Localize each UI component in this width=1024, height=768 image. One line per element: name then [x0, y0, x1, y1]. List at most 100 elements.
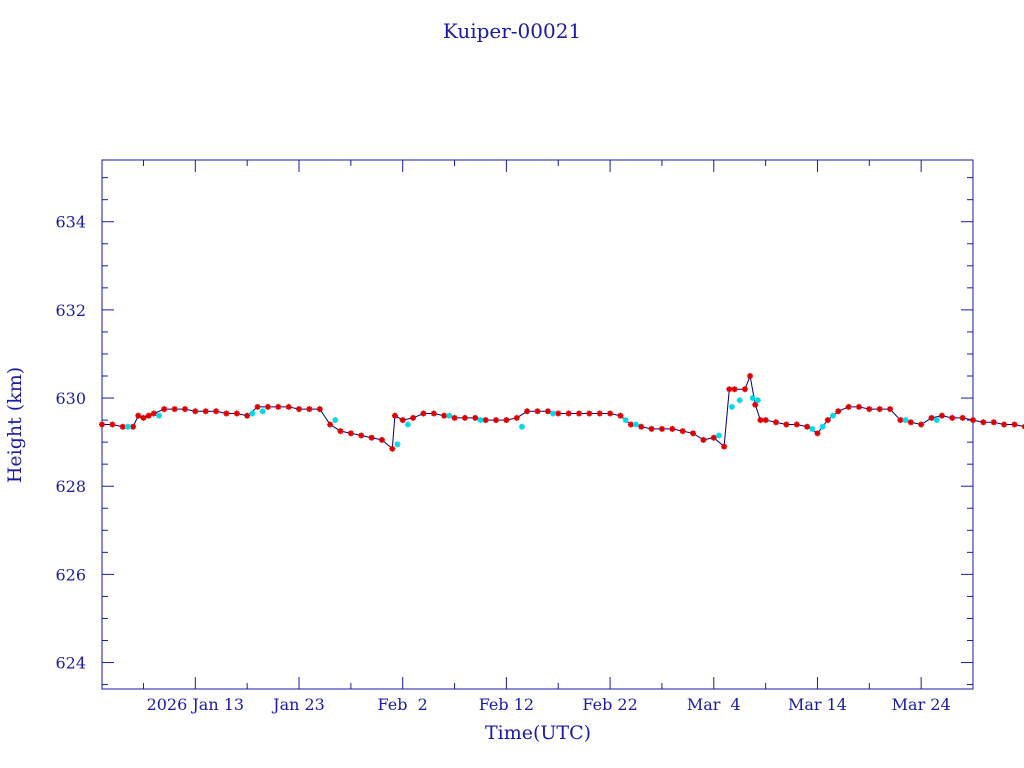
- series-a-point: [399, 417, 406, 424]
- series-a-point: [855, 403, 862, 410]
- series-a-point: [752, 401, 759, 408]
- series-a-point: [233, 410, 240, 417]
- x-axis-label: Time(UTC): [485, 722, 591, 744]
- series-a-point: [596, 410, 603, 417]
- series-a-point: [441, 412, 448, 419]
- series-b-point: [446, 412, 453, 419]
- series-a-point: [814, 430, 821, 437]
- series-a-point: [1001, 421, 1008, 428]
- series-a-points: [99, 373, 1024, 452]
- series-b-point: [156, 412, 163, 419]
- series-b-point: [809, 425, 816, 432]
- series-a-point: [327, 421, 334, 428]
- series-a-point: [389, 445, 396, 452]
- series-a-point: [721, 443, 728, 450]
- series-a-point: [757, 417, 764, 424]
- series-b-point: [332, 417, 339, 424]
- x-tick-label: Feb 12: [479, 695, 534, 714]
- series-a-point: [1011, 421, 1018, 428]
- series-a-point: [391, 412, 398, 419]
- series-a-point: [586, 410, 593, 417]
- series-a-point: [918, 421, 925, 428]
- series-a-point: [700, 436, 707, 443]
- series-a-point: [430, 410, 437, 417]
- series-a-point: [223, 410, 230, 417]
- series-a-point: [824, 417, 831, 424]
- series-a-point: [472, 414, 479, 421]
- series-a-point: [254, 403, 261, 410]
- series-a-point: [544, 408, 551, 415]
- series-a-point: [772, 419, 779, 426]
- series-a-point: [866, 406, 873, 413]
- series-b-point: [902, 417, 909, 424]
- series-a-point: [264, 403, 271, 410]
- series-a-point: [482, 417, 489, 424]
- series-a-point: [420, 410, 427, 417]
- series-a-point: [970, 417, 976, 424]
- series-a-point: [244, 412, 251, 419]
- series-a-point: [555, 410, 562, 417]
- series-b-point: [830, 412, 837, 419]
- series-b-point: [477, 417, 484, 424]
- series-b-point: [622, 417, 629, 424]
- series-a-point: [638, 423, 645, 430]
- series-a-point: [658, 425, 665, 432]
- series-a-point: [135, 412, 142, 419]
- series-a-point: [493, 417, 500, 424]
- series-a-point: [275, 403, 282, 410]
- series-a-point: [607, 410, 614, 417]
- series-a-point: [928, 414, 935, 421]
- series-a-point: [347, 430, 354, 437]
- series-a-point: [337, 428, 344, 435]
- x-tick-label: 2026 Jan 13: [147, 695, 245, 714]
- series-a-point: [181, 406, 188, 413]
- series-b-point: [749, 395, 756, 402]
- series-a-point: [762, 417, 769, 424]
- series-a-point: [513, 414, 520, 421]
- series-a-point: [358, 432, 365, 439]
- series-b-point: [394, 441, 401, 448]
- series-a-point: [99, 421, 105, 428]
- series-a-point: [503, 417, 510, 424]
- series-a-point: [202, 408, 209, 415]
- series-b-point: [819, 423, 826, 430]
- series-a-point: [627, 421, 634, 428]
- series-a-point: [887, 406, 894, 413]
- series-a-point: [316, 406, 323, 413]
- series-b-point: [736, 397, 743, 404]
- series-a-point: [192, 408, 199, 415]
- series-b-point: [754, 397, 761, 404]
- x-tick-label: Feb 22: [582, 695, 637, 714]
- series-a-point: [285, 403, 292, 410]
- series-a-point: [648, 425, 655, 432]
- series-a-point: [731, 386, 738, 393]
- chart-title: Kuiper-00021: [443, 19, 581, 43]
- x-tick-label: Mar 14: [788, 695, 847, 714]
- series-a-point: [747, 373, 754, 380]
- series-b-point: [715, 432, 722, 439]
- series-a-point: [213, 408, 220, 415]
- series-a-point: [130, 423, 137, 430]
- series-a-point: [575, 410, 582, 417]
- y-tick-labels: 624 626 628 630 632 634: [55, 213, 86, 673]
- series-a-point: [171, 406, 178, 413]
- series-a-point: [296, 406, 303, 413]
- series-a-point: [835, 408, 842, 415]
- series-a-point: [145, 412, 152, 419]
- x-tick-label: Feb 2: [378, 695, 428, 714]
- series-b-point: [259, 408, 266, 415]
- series-a-point: [451, 414, 458, 421]
- y-tick-label: 632: [55, 301, 86, 320]
- series-a-point: [161, 406, 168, 413]
- series-a-point: [959, 414, 966, 421]
- series-a-point: [980, 419, 987, 426]
- x-tick-labels: 2026 Jan 13 Jan 23 Feb 2 Feb 12 Feb 22 Mar 4 M…: [147, 695, 951, 714]
- y-axis-label: Height (km): [4, 367, 26, 483]
- height-series-line: [102, 374, 1024, 450]
- series-a-point: [897, 417, 904, 424]
- series-a-point: [410, 414, 417, 421]
- series-a-point: [679, 428, 686, 435]
- series-a-point: [669, 425, 676, 432]
- series-a-point: [907, 419, 914, 426]
- y-tick-label: 626: [55, 565, 86, 584]
